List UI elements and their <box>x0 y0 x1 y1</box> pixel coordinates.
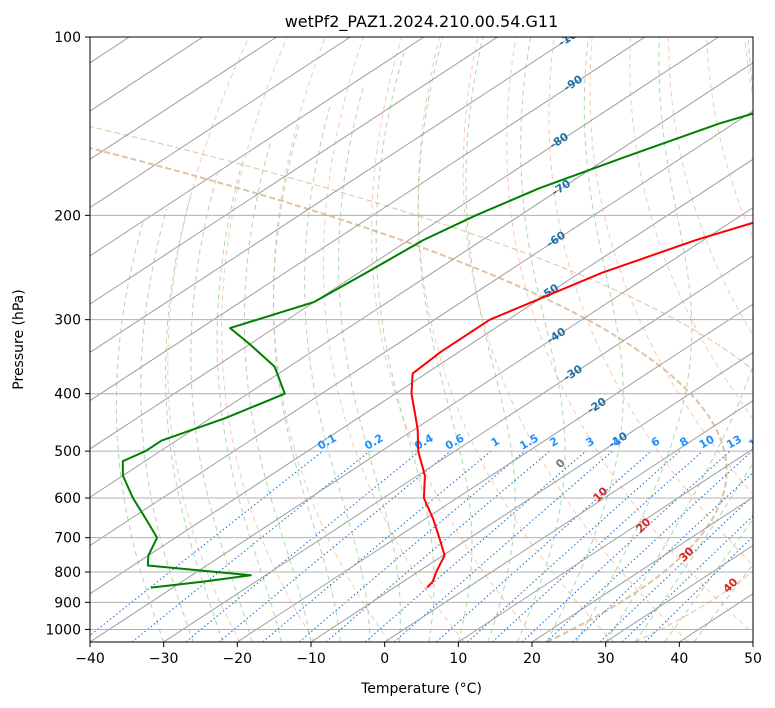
x-tick-label: −40 <box>75 651 105 667</box>
isotherm-line <box>90 110 753 547</box>
isotherm-line <box>90 206 753 642</box>
mixing-ratio-label: 16 <box>746 432 766 451</box>
isotherm-line <box>384 400 753 642</box>
dry-adiabat <box>548 37 753 566</box>
y-tick-label: 400 <box>54 387 81 403</box>
moist-adiabat <box>140 208 194 642</box>
mixing-ratio-line <box>622 515 753 642</box>
y-tick-label: 800 <box>54 565 81 581</box>
mixing-ratio-line <box>262 450 492 642</box>
reference-curve <box>90 125 753 642</box>
isotherm-line <box>163 255 753 642</box>
isotherm-line <box>90 37 646 402</box>
isotherm-line <box>90 37 425 257</box>
isotherm-line <box>90 62 753 498</box>
x-tick-label: −20 <box>223 651 253 667</box>
y-tick-label: 600 <box>54 491 81 507</box>
mixing-ratio-line <box>131 450 371 642</box>
moist-adiabat <box>417 37 473 642</box>
isotherm-line <box>310 351 753 642</box>
moist-adiabat <box>375 49 435 642</box>
x-tick-label: 10 <box>449 651 467 667</box>
y-tick-label: 200 <box>54 208 81 224</box>
chart-title: wetPf2_PAZ1.2024.210.00.54.G11 <box>285 12 559 32</box>
x-tick-label: 0 <box>380 651 389 667</box>
temperature-profile-line <box>410 221 753 589</box>
mixing-ratio-line <box>436 450 652 642</box>
y-tick-label: 1000 <box>45 622 81 638</box>
isotherm-line <box>90 37 351 209</box>
moist-adiabat <box>516 37 566 642</box>
mixing-ratio-line <box>185 450 421 642</box>
mixing-ratio-line <box>218 450 451 642</box>
dry-adiabat <box>371 37 540 642</box>
moist-adiabat <box>575 37 693 642</box>
isotherm-line <box>458 448 753 642</box>
moist-adiabat <box>165 195 224 642</box>
mixing-ratio-line <box>545 450 753 642</box>
x-axis-label: Temperature (°C) <box>360 681 482 697</box>
dry-adiabat <box>322 37 465 642</box>
mixing-ratio-line <box>599 495 753 642</box>
y-tick-label: 900 <box>54 595 81 611</box>
dewpoint-profile-line <box>121 112 753 589</box>
moist-adiabat <box>190 173 253 642</box>
dry-adiabat <box>167 37 250 642</box>
isotherm-line <box>90 37 572 353</box>
moist-adiabat <box>605 37 753 642</box>
dry-adiabat <box>221 37 316 642</box>
x-tick-label: 50 <box>744 651 762 667</box>
dry-adiabat <box>589 37 753 495</box>
plot-frame <box>89 36 754 643</box>
dry-adiabat <box>417 37 614 642</box>
x-tick-label: −30 <box>149 651 179 667</box>
x-tick-label: 30 <box>597 651 615 667</box>
moist-adiabat <box>338 83 401 642</box>
moist-adiabat <box>115 221 165 642</box>
isotherm-line <box>90 158 753 595</box>
reference-curve <box>90 147 728 642</box>
isotherm-line <box>90 37 719 450</box>
mixing-ratio-line <box>298 450 526 642</box>
isotherm-line <box>90 37 498 305</box>
x-tick-label: 20 <box>523 651 541 667</box>
isotherm-line <box>90 37 277 160</box>
moist-adiabat <box>273 123 341 642</box>
isotherm-line <box>531 496 753 642</box>
mixing-ratio-line <box>644 535 753 642</box>
moist-adiabat <box>546 37 624 642</box>
dry-adiabat <box>462 37 689 642</box>
x-tick-label: 40 <box>670 651 688 667</box>
mixing-ratio-line <box>467 450 681 642</box>
x-tick-label: −10 <box>296 651 326 667</box>
y-tick-label: 700 <box>54 531 81 547</box>
y-tick-label: 500 <box>54 444 81 460</box>
isotherm-line <box>237 303 753 642</box>
y-axis-label: Pressure (hPa) <box>11 289 27 389</box>
y-tick-label: 100 <box>54 30 81 46</box>
y-tick-label: 300 <box>54 313 81 329</box>
